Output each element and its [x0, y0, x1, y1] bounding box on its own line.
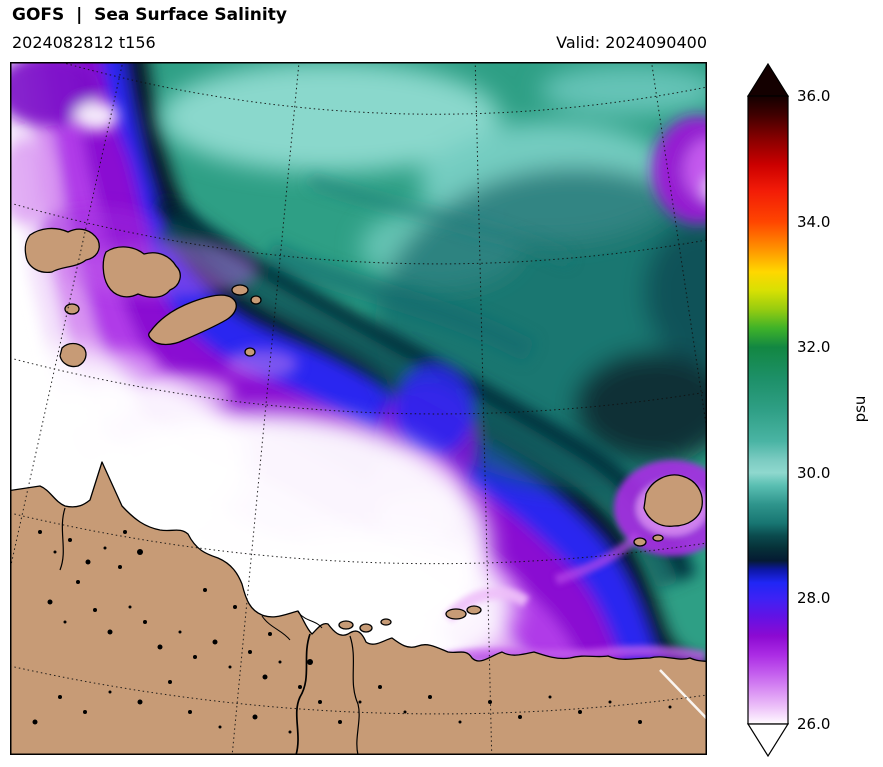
colorbar-tick-label: 36.0	[797, 87, 831, 105]
islet	[338, 620, 354, 630]
islet	[652, 534, 664, 542]
lakes	[32, 530, 672, 734]
colorbar	[744, 62, 792, 758]
island	[59, 342, 87, 368]
islet	[64, 303, 80, 315]
islet	[250, 295, 262, 305]
graticule	[10, 62, 707, 755]
islet	[244, 347, 256, 357]
island	[148, 294, 237, 346]
islet	[633, 537, 647, 547]
colorbar-tick-label: 34.0	[797, 212, 831, 231]
islet	[231, 284, 249, 296]
colorbar-tick-label: 26.0	[797, 715, 831, 733]
colorbar-under-arrow	[746, 723, 790, 758]
island	[102, 246, 181, 298]
model-run-label: 2024082812 t156	[12, 33, 156, 52]
colorbar-unit-label: psu	[851, 395, 869, 423]
islet	[445, 608, 467, 620]
map-panel	[10, 62, 707, 755]
island	[643, 474, 703, 527]
map-border	[10, 62, 707, 755]
islet	[466, 605, 482, 615]
figure-title: GOFS | Sea Surface Salinity	[12, 5, 287, 25]
colorbar-tick-label: 28.0	[797, 589, 831, 608]
salinity-map	[10, 62, 707, 755]
colorbar-over-arrow	[746, 62, 790, 97]
colorbar-gradient-bar	[747, 95, 789, 725]
mainland-coastline	[10, 461, 707, 755]
ocean-detail-blobs	[160, 62, 707, 487]
colorbar-tick-label: 32.0	[797, 338, 831, 357]
rivers	[59, 507, 360, 755]
land	[10, 227, 707, 755]
river-white	[659, 669, 707, 721]
colorbar-tick-label: 30.0	[797, 463, 831, 482]
island	[24, 227, 100, 274]
islet	[359, 623, 373, 633]
valid-time-label: Valid: 2024090400	[556, 33, 707, 52]
islet	[380, 618, 392, 626]
